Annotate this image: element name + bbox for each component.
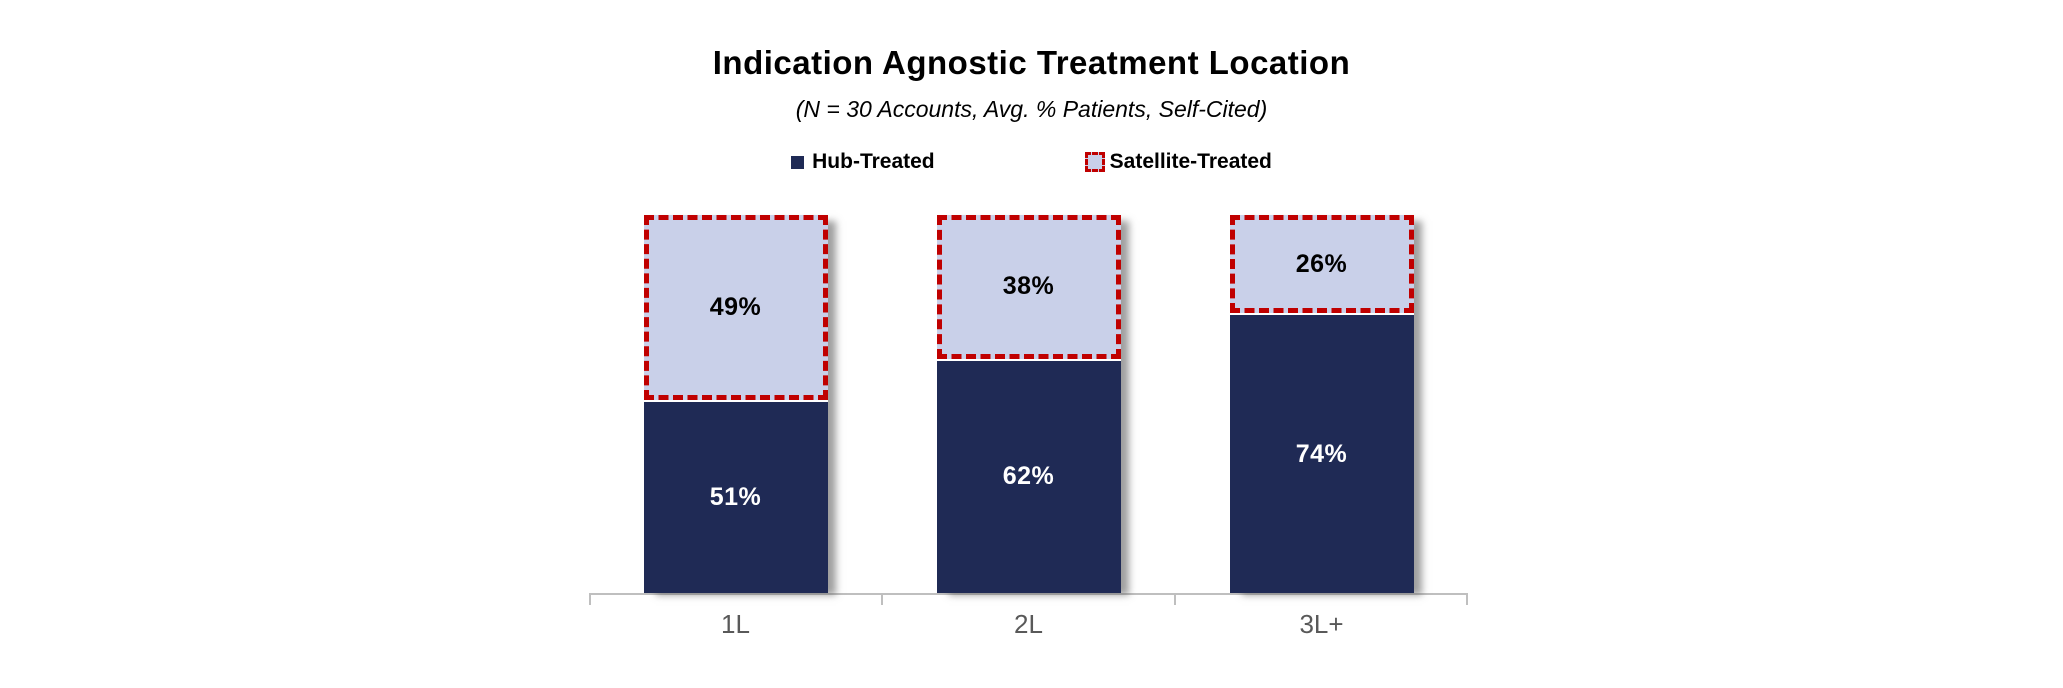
hub-value-label: 51%: [709, 483, 762, 512]
category-slot-3l-plus: 26% 74% 3L+: [1175, 215, 1468, 639]
category-label-1l: 1L: [721, 609, 750, 639]
bar-column-2l: 38% 62%: [936, 215, 1121, 593]
x-axis-tick: [589, 595, 591, 605]
hub-legend-swatch-icon: [791, 155, 805, 169]
satellite-value-label: 49%: [709, 293, 762, 322]
hub-segment: 74%: [1229, 315, 1414, 593]
legend: Hub-Treated Satellite-Treated: [0, 150, 2063, 174]
hub-segment: 51%: [643, 402, 828, 593]
hub-segment: 62%: [936, 360, 1121, 593]
x-axis-tick: [1466, 595, 1468, 605]
satellite-segment: 49%: [643, 215, 828, 401]
category-label-2l: 2L: [1014, 609, 1043, 639]
hub-value-label: 62%: [1002, 462, 1055, 491]
satellite-legend-swatch-icon: [1084, 152, 1105, 172]
x-axis-tick: [880, 595, 883, 605]
hub-value-label: 74%: [1295, 439, 1348, 468]
satellite-segment: 26%: [1229, 215, 1414, 314]
satellite-value-label: 26%: [1295, 249, 1348, 278]
plot-area: 49% 51% 1L 38% 62% 2L 26%: [589, 215, 1468, 639]
legend-item-satellite: Satellite-Treated: [1084, 150, 1272, 174]
legend-hub-label: Hub-Treated: [812, 150, 935, 173]
legend-satellite-label: Satellite-Treated: [1109, 150, 1272, 173]
chart-title: Indication Agnostic Treatment Location: [712, 44, 1351, 81]
satellite-value-label: 38%: [1002, 272, 1055, 301]
category-label-3l-plus: 3L+: [1299, 609, 1344, 639]
category-slot-1l: 49% 51% 1L: [589, 215, 882, 639]
satellite-segment: 38%: [936, 215, 1121, 359]
x-axis-tick: [1173, 595, 1176, 605]
category-slot-2l: 38% 62% 2L: [882, 215, 1175, 639]
legend-item-hub: Hub-Treated: [791, 150, 935, 174]
bar-column-1l: 49% 51%: [643, 215, 828, 593]
chart-subtitle: (N = 30 Accounts, Avg. % Patients, Self-…: [795, 96, 1268, 122]
bar-column-3l-plus: 26% 74%: [1229, 215, 1414, 593]
